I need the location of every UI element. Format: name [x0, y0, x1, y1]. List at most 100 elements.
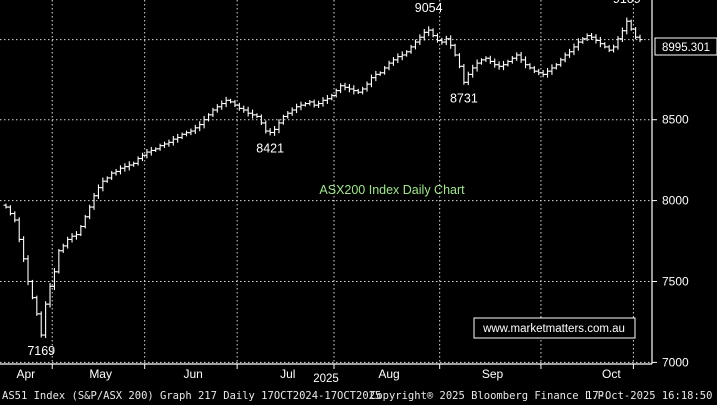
ohlc-bar — [170, 135, 176, 146]
ohlc-bar — [558, 57, 564, 67]
ohlc-bar — [175, 133, 181, 143]
ohlc-bar — [593, 34, 599, 44]
ohlc-bar — [351, 85, 357, 95]
ohlc-bar — [65, 236, 71, 249]
ohlc-bar — [179, 132, 185, 140]
price-annotation: 9109 — [613, 0, 641, 6]
ohlc-bar — [518, 51, 524, 63]
ohlc-bar — [148, 146, 154, 156]
ohlc-bar — [386, 60, 392, 71]
ohlc-bar — [316, 100, 322, 108]
ohlc-bar — [122, 163, 128, 172]
price-annotation: 8731 — [450, 91, 478, 105]
ohlc-bar — [51, 268, 57, 291]
ohlc-bar — [571, 43, 577, 56]
price-annotation: 7169 — [27, 344, 55, 358]
ohlc-bar — [223, 96, 229, 108]
ohlc-bar — [210, 107, 216, 118]
ohlc-bar — [302, 102, 308, 107]
ohlc-bar — [12, 211, 18, 223]
y-axis-ticks: 7000 7500 8000 8500 — [652, 113, 689, 369]
ohlc-bar — [553, 63, 559, 70]
price-annotation: 9054 — [415, 1, 443, 15]
ohlc-bar — [452, 43, 458, 57]
ohlc-bar — [294, 103, 300, 114]
x-tick-label: Jun — [183, 367, 202, 381]
y-tick-label: 8000 — [662, 194, 689, 208]
ohlc-bar — [412, 39, 418, 50]
ohlc-bar — [16, 217, 22, 243]
ohlc-bar — [276, 119, 282, 134]
grid-lines — [0, 0, 652, 364]
ohlc-bar — [456, 53, 462, 69]
ohlc-bar — [474, 59, 480, 72]
ohlc-bar — [501, 60, 507, 71]
ohlc-bar — [527, 63, 533, 70]
ohlc-bar — [523, 56, 529, 69]
ohlc-bar — [250, 109, 256, 119]
ohlc-bar — [368, 74, 374, 88]
ohlc-bar — [162, 141, 167, 148]
ohlc-bar — [320, 97, 326, 107]
x-tick-label: Aug — [378, 367, 399, 381]
ohlc-bar — [126, 161, 132, 171]
watermark-text[interactable]: www.marketmatters.com.au — [482, 323, 625, 335]
ohlc-bar — [82, 214, 88, 229]
ohlc-bar — [606, 45, 612, 53]
ohlc-bar — [91, 192, 97, 210]
ohlc-bar — [448, 35, 454, 49]
ohlc-bar — [38, 311, 44, 338]
ohlc-bar — [109, 171, 115, 180]
ohlc-bar — [34, 295, 40, 316]
ohlc-bar — [465, 71, 471, 86]
ohlc-bar — [536, 68, 542, 76]
ohlc-bar — [258, 114, 264, 125]
ohlc-bar — [43, 301, 49, 338]
ohlc-bar — [408, 44, 414, 54]
ohlc-bar — [113, 169, 119, 176]
year-label: 2025 — [313, 373, 339, 385]
ohlc-bar — [298, 101, 304, 111]
ohlc-bar — [611, 44, 617, 53]
ohlc-bar — [307, 100, 313, 106]
ohlc-bar — [430, 28, 436, 38]
footer-bar: AS51 Index (S&P/ASX 200) Graph 217 Daily… — [0, 386, 717, 405]
x-tick-label: May — [89, 367, 112, 381]
ohlc-bar — [443, 35, 449, 46]
ohlc-bar — [373, 70, 379, 82]
ohlc-bar — [382, 66, 388, 75]
ohlc-bar — [241, 105, 247, 113]
ohlc-bar — [131, 161, 137, 167]
ohlc-bar — [7, 205, 13, 216]
ohlc-bar — [311, 99, 317, 108]
y-tick-label: 7500 — [662, 274, 689, 288]
price-bars — [3, 17, 643, 338]
ohlc-bar — [263, 120, 269, 134]
ohlc-bar — [597, 36, 603, 48]
ohlc-bar — [395, 53, 401, 64]
ohlc-bar — [615, 36, 621, 50]
y-tick-label: 7000 — [662, 355, 689, 369]
ohlc-bar — [624, 17, 630, 35]
ohlc-bar — [575, 38, 581, 51]
ohlc-bar — [580, 37, 586, 44]
x-tick-label: Oct — [602, 367, 621, 381]
ohlc-bar — [245, 106, 251, 117]
ohlc-bar — [602, 42, 608, 49]
ohlc-bar — [285, 111, 291, 119]
watermark-box[interactable]: www.marketmatters.com.au — [473, 317, 636, 339]
chart-title: ASX200 Index Daily Chart — [319, 183, 465, 197]
ohlc-bar — [21, 236, 27, 263]
ohlc-bar — [197, 121, 203, 132]
ohlc-bar — [390, 57, 396, 66]
ohlc-bar — [338, 83, 344, 94]
ohlc-bar — [201, 115, 207, 129]
ohlc-bar — [206, 113, 212, 122]
ohlc-bar — [346, 84, 352, 93]
footer-copyright: Copyright® 2025 Bloomberg Finance L.P. — [370, 390, 611, 402]
ohlc-bar — [69, 233, 75, 243]
ohlc-bar — [360, 86, 366, 95]
ohlc-bar — [479, 58, 484, 65]
ohlc-bar — [364, 81, 370, 92]
ohlc-bar — [104, 176, 110, 183]
